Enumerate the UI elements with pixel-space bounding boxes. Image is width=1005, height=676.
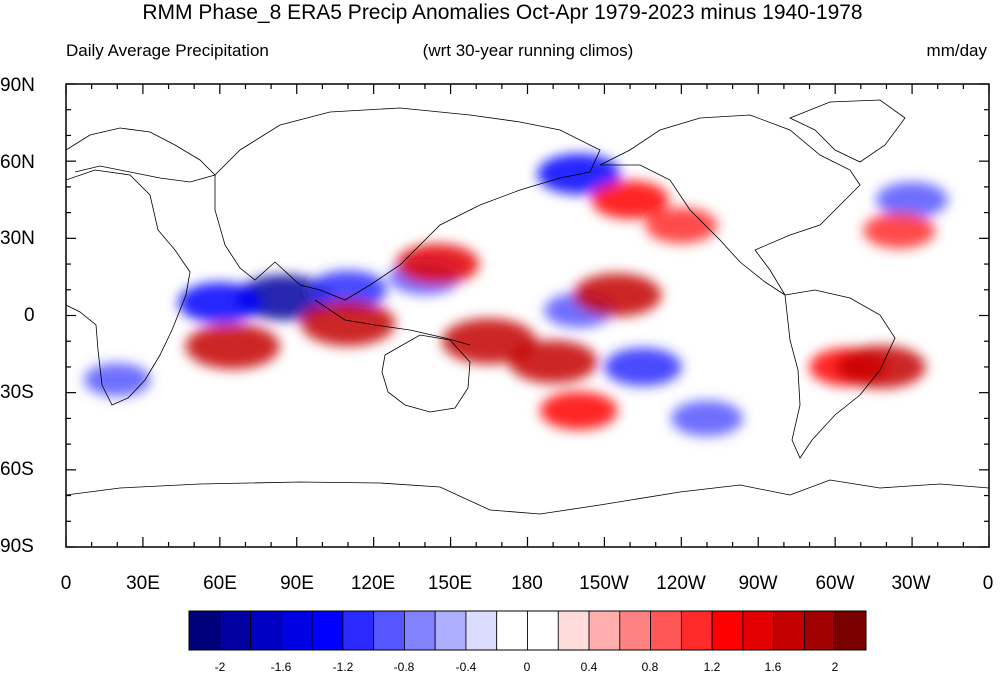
lat-tick-label: 0 xyxy=(24,305,35,326)
lat-tick-label: 90N xyxy=(0,75,35,96)
anomaly-patch xyxy=(84,363,151,397)
lat-tick-label: 90S xyxy=(0,536,34,557)
lat-tick-label: 30S xyxy=(0,382,34,403)
anomaly-patch xyxy=(508,340,598,384)
anomaly-patch xyxy=(396,243,480,285)
coastline-indonesia xyxy=(314,299,471,346)
anomaly-patch xyxy=(591,180,669,219)
lon-tick-label: 60W xyxy=(815,573,855,594)
lon-tick-label: 90E xyxy=(280,573,314,594)
coastline-africa xyxy=(66,169,191,406)
lon-tick-label: 90W xyxy=(738,573,778,594)
colorbar-label: 2 xyxy=(831,660,839,674)
lat-tick-label: 60S xyxy=(0,459,34,480)
subtitle-variable: Daily Average Precipitation xyxy=(66,41,269,60)
anomaly-patch xyxy=(670,400,743,437)
anomaly-patch xyxy=(441,318,537,365)
axis-ticks xyxy=(65,83,990,548)
anomaly-patch xyxy=(178,282,262,324)
colorbar-label: 0.8 xyxy=(641,660,659,674)
lon-tick-label: 150W xyxy=(579,573,629,594)
coastline-australia xyxy=(381,334,471,413)
map-title: RMM Phase_8 ERA5 Precip Anomalies Oct-Ap… xyxy=(142,1,863,24)
colorbar-label: 0 xyxy=(523,660,531,674)
colorbar-label: -2 xyxy=(214,660,226,674)
lon-tick-label: 120W xyxy=(656,573,706,594)
colorbar-label: -1.2 xyxy=(332,660,354,674)
anomaly-patch xyxy=(185,323,280,370)
coastline-europe xyxy=(66,127,216,183)
anomaly-patch xyxy=(309,270,387,309)
coastline-north-america xyxy=(599,114,861,296)
anomaly-patch xyxy=(604,347,682,387)
lon-tick-label: 180 xyxy=(511,573,543,594)
anomaly-patch xyxy=(539,391,618,430)
colorbar-label: -0.4 xyxy=(455,660,477,674)
colorbar-label: -0.8 xyxy=(393,660,415,674)
coastline-asia xyxy=(214,107,601,301)
anomaly-patch xyxy=(572,273,662,317)
colorbar-label: 1.2 xyxy=(703,660,721,674)
lon-tick-label: 0 xyxy=(60,573,72,594)
lat-tick-label: 30N xyxy=(0,228,35,249)
anomaly-patch xyxy=(645,207,718,244)
anomaly-patch xyxy=(876,181,949,218)
colorbar-label: 1.6 xyxy=(764,660,782,674)
lat-tick-label: 60N xyxy=(0,152,35,173)
colorbar-label: 0.4 xyxy=(580,660,598,674)
coastline-greenland xyxy=(789,99,906,163)
lon-tick-label: 30E xyxy=(126,573,160,594)
lon-tick-label: 150E xyxy=(427,573,473,594)
anomaly-field xyxy=(84,153,949,437)
coastlines xyxy=(66,99,989,515)
lon-tick-label: 60E xyxy=(203,573,237,594)
anomaly-patch xyxy=(236,274,332,321)
anomaly-patch xyxy=(863,212,936,249)
coastline-antarctica xyxy=(66,479,989,515)
lon-tick-label: 0 xyxy=(982,573,994,594)
coastline-south-america xyxy=(784,289,896,459)
anomaly-patch xyxy=(300,300,396,347)
subtitle-units: mm/day xyxy=(926,41,987,60)
lon-tick-label: 30W xyxy=(891,573,931,594)
subtitle-reference: (wrt 30-year running climos) xyxy=(422,41,634,60)
colorbar-label: -1.6 xyxy=(270,660,292,674)
lon-tick-label: 120E xyxy=(350,573,396,594)
